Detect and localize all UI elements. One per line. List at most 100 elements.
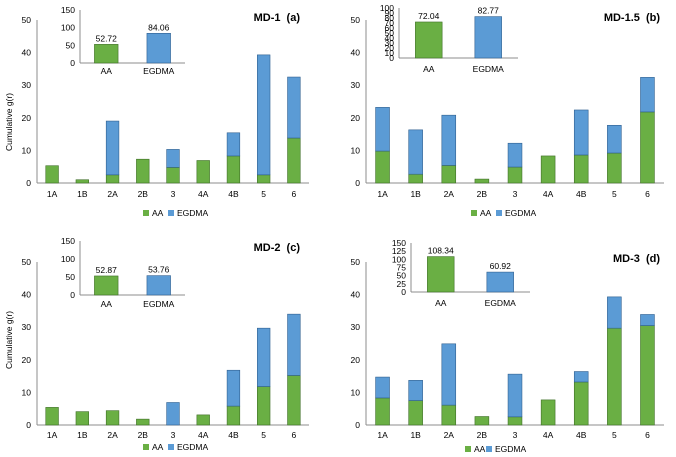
y-tick-label: 0 <box>355 178 360 188</box>
inset-y-tick-label: 50 <box>66 272 76 282</box>
x-tick-label: 4B <box>228 430 239 440</box>
y-tick-label: 10 <box>22 145 32 155</box>
bar-egdma-1a <box>375 376 390 399</box>
inset-bar-aa <box>427 256 455 293</box>
bar-egdma-6 <box>287 76 301 139</box>
x-tick-label: 6 <box>645 430 650 440</box>
y-tick-label: 20 <box>351 355 361 365</box>
inset-y-tick-label: 0 <box>401 287 406 297</box>
panel-label: (a) <box>287 12 301 24</box>
bar-aa-4a <box>196 414 210 426</box>
x-tick-label: 6 <box>292 430 297 440</box>
x-tick-label: 1A <box>47 189 58 199</box>
bar-egdma-2a <box>441 114 457 166</box>
inset-y-tick-label: 100 <box>380 3 394 13</box>
x-tick-label: 1B <box>77 189 88 199</box>
bar-aa-3 <box>166 167 180 184</box>
bar-aa-4b <box>226 155 241 184</box>
bar-aa-1b <box>408 173 423 184</box>
inset-x-tick-label: EGDMA <box>143 66 175 76</box>
inset-bar-egdma <box>146 275 171 296</box>
inset-y-tick-label: 0 <box>70 58 75 68</box>
inset-x-tick-label: AA <box>101 66 113 76</box>
inset-y-tick-label: 60 <box>385 23 395 33</box>
bar-egdma-5 <box>607 296 622 329</box>
bar-aa-2a <box>441 404 457 426</box>
bar-aa-2b <box>474 178 490 184</box>
bar-egdma-6 <box>287 313 301 376</box>
panel-title: MD-2 <box>254 242 281 254</box>
x-tick-label: 4B <box>576 430 587 440</box>
bar-aa-5 <box>257 386 271 426</box>
bar-egdma-1a <box>375 107 390 152</box>
inset-bar-egdma <box>146 32 171 64</box>
y-tick-label: 30 <box>22 80 32 90</box>
panel-title-label: MD-2 (c) <box>254 242 301 254</box>
inset-x-tick-label: EGDMA <box>143 299 175 309</box>
bar-egdma-3 <box>166 402 180 426</box>
y-tick-label: 0 <box>355 420 360 430</box>
inset-bar-aa <box>415 21 443 59</box>
inset-y-tick-label: 125 <box>392 246 406 256</box>
x-tick-label: 1B <box>410 430 421 440</box>
bar-aa-2b <box>136 158 150 184</box>
legend: AA EGDMA <box>471 208 537 218</box>
bar-aa-4b <box>573 154 589 184</box>
bar-aa-5 <box>607 327 622 426</box>
panel-md-1: Cumulative g(r) MD-1 (a) AA EGDMA 0 10 20 3… <box>4 5 309 218</box>
bar-egdma-5 <box>257 327 271 387</box>
x-tick-label: 4B <box>576 189 587 199</box>
bar-egdma-3 <box>166 149 180 168</box>
bar-aa-6 <box>640 325 655 426</box>
bar-egdma-4b <box>226 132 241 157</box>
y-tick-label: 10 <box>351 387 361 397</box>
y-tick-label: 40 <box>351 290 361 300</box>
panel-label: (b) <box>646 12 660 24</box>
bar-aa-3 <box>507 166 523 184</box>
inset-y-tick-label: 10 <box>385 48 395 58</box>
x-tick-label: 1A <box>377 430 388 440</box>
bar-aa-1a <box>375 397 390 426</box>
panel-title: MD-3 <box>613 253 640 265</box>
legend-swatch-aa <box>465 446 471 452</box>
x-tick-label: 2A <box>444 430 455 440</box>
y-axis-label: Cumulative g(r) <box>4 93 14 151</box>
inset-y-tick-label: 100 <box>61 254 75 264</box>
inset-y-tick-label: 50 <box>66 40 76 50</box>
inset-data-label: 60.92 <box>490 261 512 271</box>
bar-egdma-5 <box>257 54 271 176</box>
legend-label-aa: AA <box>480 208 492 218</box>
bar-egdma-2a <box>441 343 457 406</box>
inset-chart: 0 50 100 150 52.72 AA 84.06 EGDMA <box>61 5 185 76</box>
inset-y-tick-label: 150 <box>61 236 75 246</box>
inset-y-tick-label: 70 <box>385 18 395 28</box>
y-tick-label: 50 <box>351 15 361 25</box>
bar-egdma-5 <box>607 124 622 154</box>
x-tick-label: 2B <box>138 430 149 440</box>
legend-label-aa: AA <box>152 442 164 452</box>
inset-y-tick-label: 25 <box>397 279 407 289</box>
x-tick-label: 1B <box>410 189 421 199</box>
y-axis-label: Cumulative g(r) <box>4 311 14 369</box>
bar-aa-2b <box>474 416 490 426</box>
inset-bar-egdma <box>486 271 514 293</box>
inset-x-tick-label: EGDMA <box>473 64 505 74</box>
inset-y-tick-label: 50 <box>397 271 407 281</box>
x-tick-label: 5 <box>612 189 617 199</box>
inset-y-tick-label: 20 <box>385 43 395 53</box>
x-tick-label: 5 <box>612 430 617 440</box>
inset-chart: 0 50 100 150 52.87 AA 53.76 EGDMA <box>61 236 185 309</box>
y-tick-label: 0 <box>26 420 31 430</box>
bar-aa-4a <box>540 399 556 426</box>
inset-data-label: 52.87 <box>96 265 118 275</box>
panel-title-label: MD-1 (a) <box>254 12 301 24</box>
x-tick-label: 4B <box>228 189 239 199</box>
legend-label-egdma: EGDMA <box>495 444 527 454</box>
x-tick-label: 6 <box>645 189 650 199</box>
inset-bar-aa <box>94 275 119 296</box>
x-tick-label: 2A <box>107 189 118 199</box>
